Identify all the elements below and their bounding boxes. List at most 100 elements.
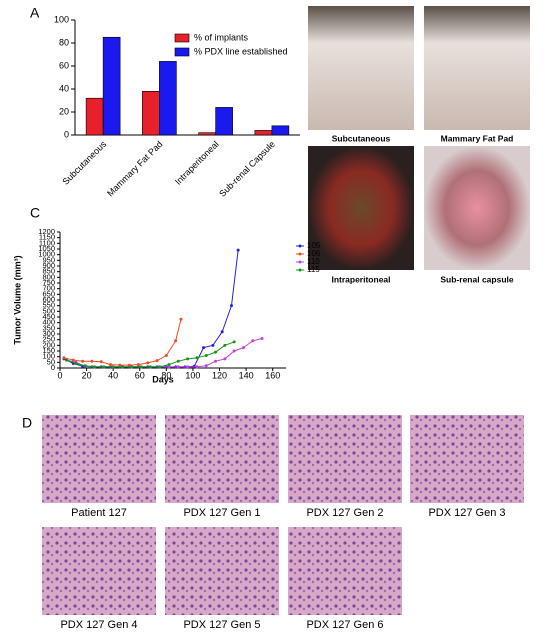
data-point	[109, 363, 113, 367]
data-point	[118, 363, 122, 367]
y-tick-label: 200	[42, 340, 55, 349]
bar	[142, 91, 160, 136]
x-tick-label: 140	[239, 370, 254, 380]
data-point	[93, 365, 97, 369]
x-tick-label: 80	[161, 370, 171, 380]
data-point	[130, 365, 134, 369]
x-tick-label: 60	[135, 370, 145, 380]
histology-image	[410, 415, 524, 503]
series-line	[63, 319, 182, 366]
legend-marker	[298, 260, 302, 264]
data-point	[71, 358, 75, 362]
x-axis-label: Days	[152, 374, 174, 384]
data-point	[260, 337, 264, 341]
y-tick-label: 600	[42, 295, 55, 304]
x-tick-label: Subcutaneous	[60, 139, 108, 187]
histology-caption: PDX 127 Gen 3	[428, 507, 505, 519]
legend-marker	[298, 252, 302, 256]
x-tick-label: Mammary Fat Pad	[105, 139, 164, 198]
y-tick-label: 400	[42, 318, 55, 327]
histology-image	[42, 415, 156, 503]
y-tick-label: 1050	[38, 244, 55, 253]
bar	[271, 125, 290, 136]
photo-caption: Subcutaneous	[332, 133, 391, 143]
y-tick-label: 650	[42, 289, 55, 298]
data-point	[195, 365, 199, 369]
photo	[308, 6, 414, 130]
histology-caption: PDX 127 Gen 2	[306, 507, 383, 519]
histology-image	[165, 527, 279, 615]
panel-label: A	[30, 5, 40, 21]
y-tick-label: 60	[59, 60, 69, 70]
photo-caption: Intraperitoneal	[331, 274, 390, 284]
x-tick-label: 40	[108, 370, 118, 380]
data-point	[179, 317, 183, 321]
data-point	[232, 349, 236, 353]
y-tick-label: 50	[47, 357, 55, 366]
histology-caption: PDX 127 Gen 6	[306, 619, 383, 631]
legend-marker	[298, 268, 302, 272]
data-point	[99, 360, 103, 364]
legend-label: 110	[307, 257, 320, 266]
data-point	[139, 365, 143, 369]
legend-swatch	[174, 47, 190, 57]
y-tick-label: 250	[42, 335, 55, 344]
photo-caption: Sub-renal capsule	[440, 274, 513, 284]
histology-image	[288, 415, 402, 503]
data-point	[74, 361, 78, 365]
data-point	[204, 354, 208, 358]
y-tick-label: 850	[42, 267, 55, 276]
data-point	[111, 365, 115, 369]
legend-swatch	[174, 33, 190, 43]
photo	[308, 146, 414, 270]
data-point	[186, 357, 190, 361]
y-tick-label: 500	[42, 306, 55, 315]
data-point	[90, 359, 94, 363]
data-point	[223, 343, 227, 347]
series-line	[66, 341, 235, 368]
panel-label: D	[22, 415, 32, 431]
x-tick-label: 120	[212, 370, 227, 380]
data-point	[241, 346, 245, 350]
data-point	[148, 365, 152, 369]
y-tick-label: 950	[42, 255, 55, 264]
bar	[159, 61, 177, 136]
data-point	[167, 363, 171, 367]
data-point	[174, 339, 178, 343]
data-point	[120, 365, 124, 369]
y-tick-label: 550	[42, 301, 55, 310]
x-tick-label: Intraperitoneal	[173, 139, 221, 187]
bar	[198, 132, 216, 136]
data-point	[236, 248, 240, 252]
y-tick-label: 1100	[39, 238, 55, 247]
x-tick-label: 160	[265, 370, 280, 380]
data-point	[211, 343, 215, 347]
data-point	[146, 361, 150, 365]
y-tick-label: 700	[42, 284, 55, 293]
data-point	[127, 363, 131, 367]
x-tick-label: 0	[57, 370, 62, 380]
y-tick-label: 0	[51, 363, 55, 372]
data-point	[202, 346, 206, 350]
legend-label: 115	[307, 265, 320, 274]
legend-label: % of implants	[194, 32, 249, 42]
panel-label: C	[30, 205, 40, 221]
y-tick-label: 1200	[38, 227, 55, 236]
y-tick-label: 450	[42, 312, 55, 321]
data-point	[229, 304, 233, 308]
y-tick-label: 100	[42, 352, 55, 361]
data-point	[176, 359, 180, 363]
histology-caption: PDX 127 Gen 1	[183, 507, 260, 519]
histology-caption: Patient 127	[71, 507, 127, 519]
x-tick-label: 20	[82, 370, 92, 380]
y-axis-label: Tumor Volume (mm³)	[12, 255, 22, 344]
x-tick-label: 100	[185, 370, 200, 380]
data-point	[81, 359, 85, 363]
histology-image	[42, 527, 156, 615]
legend-marker	[298, 244, 302, 248]
legend-label: 105	[307, 241, 321, 250]
x-tick-label: Sub-renal Capsule	[217, 139, 277, 199]
y-tick-label: 80	[59, 37, 69, 47]
y-tick-label: 150	[42, 346, 55, 355]
y-tick-label: 750	[42, 278, 55, 287]
